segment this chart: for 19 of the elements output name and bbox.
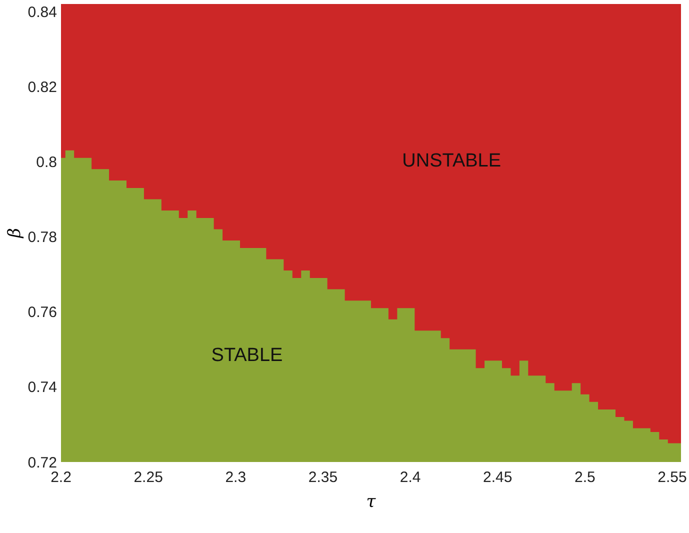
band-label: UNSTABLE xyxy=(402,150,502,172)
x-tick-label: 2.35 xyxy=(308,469,338,486)
x-tick-label: 2.45 xyxy=(483,469,512,486)
x-tick-label: 2.5 xyxy=(574,469,596,486)
series-label: STABLE xyxy=(211,345,283,366)
y-axis-title: β xyxy=(5,228,25,239)
y-tick-label: 0.82 xyxy=(28,78,57,96)
y-tick-label: 0.72 xyxy=(28,454,57,472)
x-axis-title: τ xyxy=(366,492,376,512)
y-tick-label: 0.84 xyxy=(28,4,57,21)
x-tick-label: 2.4 xyxy=(400,469,421,486)
x-tick-label: 2.2 xyxy=(50,469,72,486)
y-tick-label: 0.74 xyxy=(28,379,57,396)
x-tick-label: 2.55 xyxy=(658,469,687,486)
y-tick-label: 0.76 xyxy=(28,304,57,322)
y-tick-label: 0.78 xyxy=(28,229,57,246)
x-tick-label: 2.3 xyxy=(225,469,246,486)
y-tick-label: 0.8 xyxy=(36,154,57,171)
x-tick-label: 2.25 xyxy=(134,469,163,486)
